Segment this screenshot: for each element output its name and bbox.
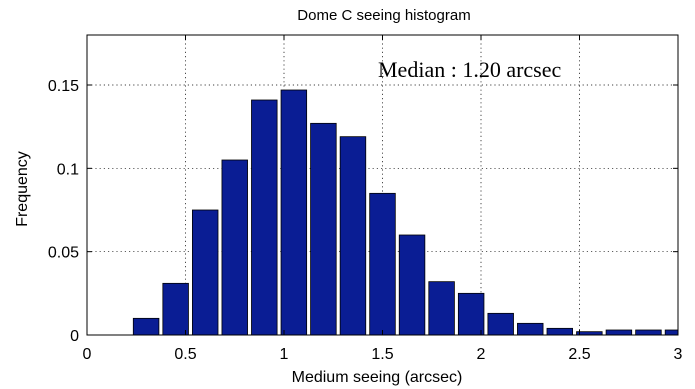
- x-tick-label: 0.5: [174, 346, 196, 363]
- y-tick-label: 0.15: [48, 78, 79, 95]
- histogram-bar: [132, 317, 160, 336]
- histogram-bar: [605, 329, 633, 336]
- y-tick-label: 0: [70, 328, 79, 345]
- x-tick-label: 1: [280, 346, 289, 363]
- histogram-bar: [221, 159, 248, 336]
- x-tick-label: 2: [477, 346, 486, 363]
- grid-lines: [87, 35, 678, 335]
- bars: [132, 89, 679, 336]
- histogram-bar: [310, 122, 337, 336]
- histogram-bar: [546, 327, 574, 336]
- y-axis-label: Frequency: [14, 151, 31, 227]
- histogram-bar: [191, 209, 219, 336]
- histogram-bar: [635, 329, 662, 336]
- x-tick-label: 1.5: [371, 346, 393, 363]
- y-tick-label: 0.05: [48, 245, 79, 262]
- x-tick-label: 2.5: [568, 346, 590, 363]
- chart-title: Dome C seeing histogram: [297, 7, 470, 24]
- x-axis-label: Medium seeing (arcsec): [292, 369, 463, 386]
- histogram-bar: [487, 312, 514, 336]
- histogram-bar: [251, 99, 278, 336]
- histogram-bar: [398, 234, 426, 336]
- histogram-bar: [339, 136, 367, 336]
- x-tick-label: 3: [674, 346, 683, 363]
- histogram-bar: [280, 89, 308, 336]
- histogram-bar: [428, 281, 455, 336]
- y-tick-label: 0.1: [57, 161, 79, 178]
- median-annotation: Median : 1.20 arcsec: [378, 57, 561, 82]
- histogram-bar: [457, 292, 485, 336]
- x-tick-label: 0: [83, 346, 92, 363]
- histogram-bar: [369, 192, 396, 336]
- histogram-bar: [664, 329, 679, 336]
- axis-ticks: 0 0.5 1 1.5 2 2.5 3 0 0.05 0.1 0.15: [48, 35, 683, 363]
- histogram-bar: [162, 282, 189, 336]
- histogram-bar: [517, 322, 544, 336]
